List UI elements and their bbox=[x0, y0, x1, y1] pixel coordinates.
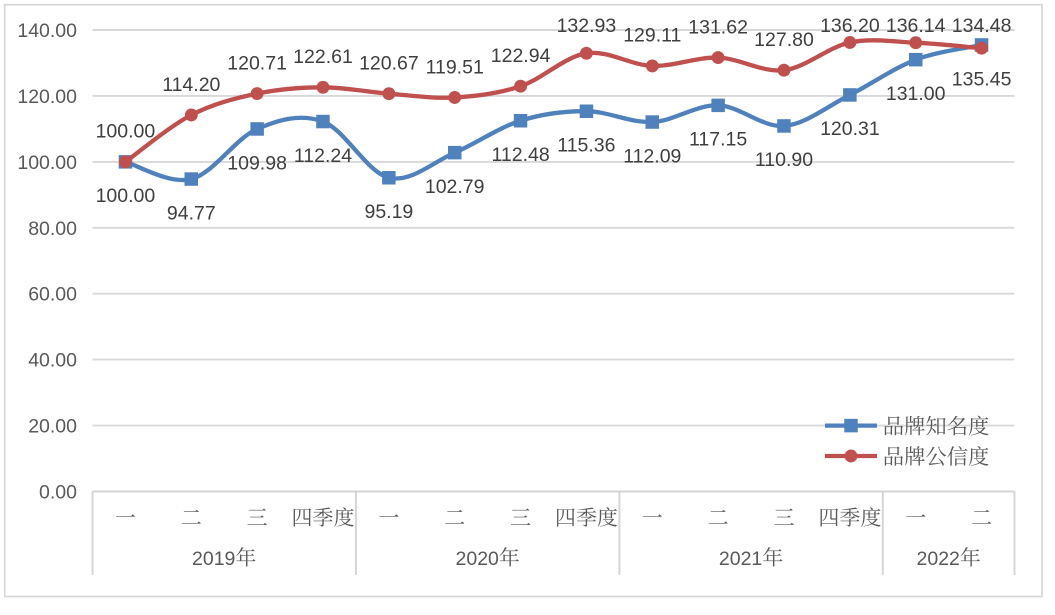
svg-text:122.61: 122.61 bbox=[293, 46, 353, 68]
svg-text:114.20: 114.20 bbox=[162, 74, 220, 96]
svg-text:134.48: 134.48 bbox=[952, 15, 1012, 37]
svg-text:135.45: 135.45 bbox=[952, 68, 1012, 90]
svg-text:112.24: 112.24 bbox=[294, 145, 352, 167]
svg-text:120.00: 120.00 bbox=[17, 86, 77, 108]
svg-text:109.98: 109.98 bbox=[227, 152, 287, 174]
svg-text:2019: 2019 bbox=[192, 548, 235, 570]
svg-text:115.36: 115.36 bbox=[557, 135, 615, 157]
svg-text:20.00: 20.00 bbox=[28, 416, 77, 438]
svg-text:102.79: 102.79 bbox=[425, 176, 485, 198]
svg-text:2022: 2022 bbox=[917, 548, 960, 570]
svg-text:2020: 2020 bbox=[456, 548, 500, 570]
svg-text:129.11: 129.11 bbox=[623, 25, 681, 47]
svg-text:80.00: 80.00 bbox=[28, 218, 77, 240]
svg-text:112.09: 112.09 bbox=[623, 145, 681, 167]
svg-text:127.80: 127.80 bbox=[754, 29, 814, 51]
svg-text:132.93: 132.93 bbox=[557, 15, 617, 37]
svg-text:40.00: 40.00 bbox=[28, 350, 77, 372]
svg-text:120.71: 120.71 bbox=[227, 52, 287, 74]
svg-text:95.19: 95.19 bbox=[364, 201, 413, 223]
svg-text:120.31: 120.31 bbox=[820, 118, 880, 140]
svg-text:112.48: 112.48 bbox=[491, 144, 549, 166]
svg-text:131.00: 131.00 bbox=[886, 83, 946, 105]
svg-text:131.62: 131.62 bbox=[688, 16, 748, 38]
svg-text:94.77: 94.77 bbox=[167, 202, 216, 224]
svg-text:110.90: 110.90 bbox=[755, 149, 813, 171]
svg-text:100.00: 100.00 bbox=[96, 121, 156, 143]
svg-text:119.51: 119.51 bbox=[426, 56, 484, 78]
svg-text:117.15: 117.15 bbox=[689, 129, 747, 151]
svg-text:100.00: 100.00 bbox=[96, 185, 156, 207]
svg-text:122.94: 122.94 bbox=[491, 45, 551, 67]
svg-text:120.67: 120.67 bbox=[359, 53, 419, 75]
svg-text:100.00: 100.00 bbox=[17, 152, 77, 174]
svg-text:136.20: 136.20 bbox=[820, 15, 880, 37]
svg-text:2021: 2021 bbox=[719, 548, 762, 570]
svg-text:60.00: 60.00 bbox=[28, 284, 77, 306]
svg-text:136.14: 136.14 bbox=[886, 15, 946, 37]
svg-text:0.00: 0.00 bbox=[39, 482, 77, 504]
svg-text:140.00: 140.00 bbox=[17, 20, 77, 42]
